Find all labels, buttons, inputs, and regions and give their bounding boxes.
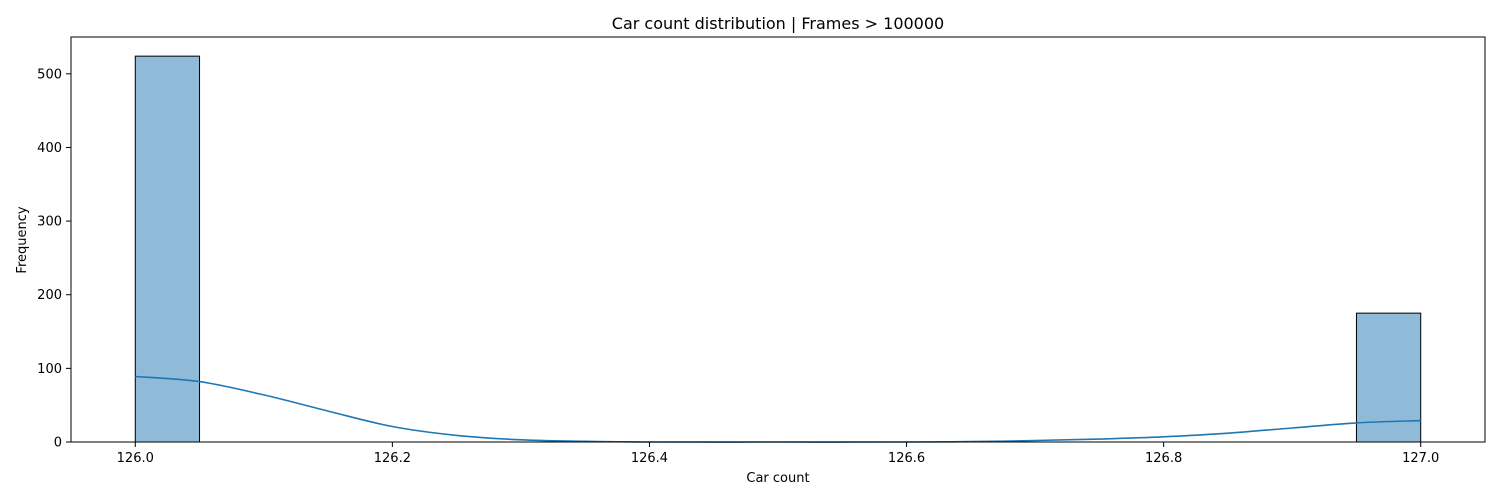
- kde-curve: [135, 375, 1421, 443]
- y-tick-label: 200: [37, 288, 62, 303]
- y-tick-label: 500: [37, 67, 62, 82]
- y-tick-label: 0: [54, 436, 62, 451]
- x-tick-label: 126.6: [888, 451, 925, 466]
- x-tick-label: 126.4: [631, 451, 668, 466]
- x-tick-label: 126.8: [1145, 451, 1182, 466]
- y-tick-label: 100: [37, 362, 62, 377]
- chart-title: Car count distribution | Frames > 100000: [612, 14, 944, 33]
- bars-layer: [134, 55, 1422, 443]
- x-axis: 126.0 126.2 126.4 126.6 126.8 127.0: [117, 442, 1439, 466]
- x-axis-label: Car count: [746, 471, 809, 486]
- histogram-bar-0: [134, 55, 201, 443]
- x-tick-label: 127.0: [1402, 451, 1439, 466]
- y-tick-label: 300: [37, 215, 62, 230]
- x-tick-label: 126.0: [117, 451, 154, 466]
- y-tick-label: 400: [37, 141, 62, 156]
- x-tick-label: 126.2: [374, 451, 411, 466]
- plot-frame: [70, 36, 1486, 443]
- y-axis: 0 100 200 300 400 500: [37, 67, 71, 451]
- y-axis-label: Frequency: [15, 206, 30, 273]
